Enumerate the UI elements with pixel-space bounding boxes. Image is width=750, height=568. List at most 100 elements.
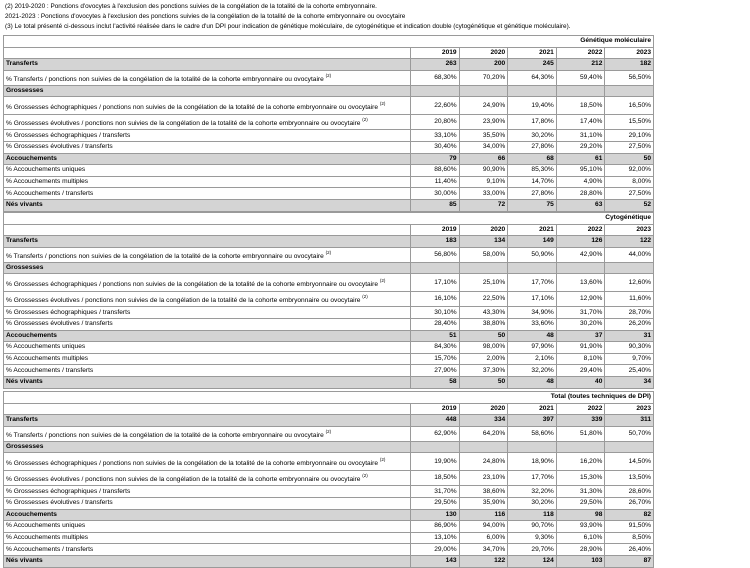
cell-value: 17,40% <box>555 114 606 131</box>
cell-value: 2,00% <box>458 352 509 366</box>
table-row: % Grossesses échographiques / transferts… <box>3 306 654 319</box>
cell-value: 122 <box>604 235 654 248</box>
cell-value: 50 <box>458 329 509 343</box>
row-label: % Grossesses échographiques / ponctions … <box>3 96 411 116</box>
cell-value: 28,60% <box>604 485 654 498</box>
year-header: 2020 <box>458 402 509 416</box>
table-row: % Grossesses échographiques / transferts… <box>3 129 654 142</box>
cell-value: 40 <box>555 375 606 389</box>
cell-value <box>458 84 509 98</box>
table-title: Cytogénétique <box>3 212 654 225</box>
cell-value: 70,20% <box>458 69 509 86</box>
cell-value: 92,00% <box>604 164 654 177</box>
row-label: % Transferts / ponctions non suivies de … <box>3 69 411 86</box>
cell-value: 75 <box>507 198 557 212</box>
cell-value: 31,70% <box>555 306 606 319</box>
table-row: % Grossesses évolutives / ponctions non … <box>3 291 654 308</box>
cell-value: 82 <box>604 508 654 522</box>
cell-value: 19,40% <box>507 96 557 116</box>
results-table: Génétique moléculaire 2019 2020 2021 2022 202… <box>3 35 654 212</box>
cell-value: 91,90% <box>555 341 606 354</box>
cell-value <box>604 84 654 98</box>
cell-value: 17,70% <box>507 273 557 293</box>
section-row: Transferts 183 134 149 126 122 <box>3 235 654 248</box>
footnote-ref: (2) <box>379 277 386 283</box>
year-header-row: 2019 2020 2021 2022 2023 <box>3 402 654 416</box>
cell-value: 13,60% <box>555 273 606 293</box>
cell-value <box>410 261 460 275</box>
year-header: 2019 <box>410 402 460 416</box>
cell-value: 38,60% <box>458 485 509 498</box>
cell-value: 28,80% <box>555 187 606 200</box>
section-row: Grossesses <box>3 84 654 98</box>
row-label: Accouchements <box>3 152 411 166</box>
row-label: % Grossesses évolutives / ponctions non … <box>3 470 411 487</box>
table-row: % Grossesses échographiques / transferts… <box>3 485 654 498</box>
cell-value: 27,80% <box>507 187 557 200</box>
table-title: Génétique moléculaire <box>3 35 654 48</box>
cell-value: 13,10% <box>410 531 460 545</box>
cell-value: 11,60% <box>604 291 654 308</box>
cell-value: 15,50% <box>604 114 654 131</box>
year-header: 2022 <box>555 223 606 237</box>
cell-value: 183 <box>410 235 460 248</box>
cell-value: 16,50% <box>604 96 654 116</box>
cell-value: 93,90% <box>555 520 606 533</box>
footnote-ref: (2) <box>325 249 332 255</box>
cell-value: 126 <box>555 235 606 248</box>
cell-value: 25,40% <box>604 364 654 377</box>
cell-value: 50 <box>604 152 654 166</box>
cell-value: 87 <box>604 554 654 568</box>
cell-value: 32,20% <box>507 364 557 377</box>
cell-value: 30,10% <box>410 306 460 319</box>
cell-value: 18,50% <box>555 96 606 116</box>
footnote-ref: (2) <box>362 473 368 479</box>
cell-value: 56,50% <box>604 69 654 86</box>
cell-value: 51,80% <box>555 425 606 442</box>
cell-value: 245 <box>507 58 557 71</box>
cell-value: 25,10% <box>458 273 509 293</box>
row-label: % Grossesses échographiques / ponctions … <box>3 452 411 472</box>
row-label: % Accouchements / transferts <box>3 187 411 200</box>
cell-value <box>604 261 654 275</box>
header-blank <box>3 402 411 416</box>
footnote-3: (3) Le total présenté ci-dessous inclut … <box>5 23 571 30</box>
cell-value: 29,70% <box>507 543 557 556</box>
cell-value: 68 <box>507 152 557 166</box>
table-row: % Accouchements / transferts 30,00% 33,00%… <box>3 187 654 200</box>
footnote-2-2021-2023: 2021-2023 : Ponctions d'ovocytes à l'exc… <box>5 13 406 20</box>
row-label: % Grossesses évolutives / ponctions non … <box>3 291 411 308</box>
cell-value: 27,80% <box>507 140 557 154</box>
cell-value: 29,00% <box>410 543 460 556</box>
year-header: 2023 <box>604 402 654 416</box>
cell-value: 448 <box>410 414 460 427</box>
cell-value: 18,50% <box>410 470 460 487</box>
row-label: % Grossesses évolutives / transferts <box>3 317 411 331</box>
table-title-row: Cytogénétique <box>3 212 654 225</box>
section-row: Nés vivants 58 50 48 40 34 <box>3 375 654 389</box>
cell-value <box>458 440 509 454</box>
row-label: Transferts <box>3 414 411 427</box>
table-row: % Grossesses échographiques / ponctions … <box>3 273 654 293</box>
cell-value: 149 <box>507 235 557 248</box>
footnotes: (2) 2019-2020 : Ponctions d'ovocytes à l… <box>5 2 571 32</box>
table-title-row: Génétique moléculaire <box>3 35 654 48</box>
cell-value: 90,70% <box>507 520 557 533</box>
cell-value: 38,80% <box>458 317 509 331</box>
footnote-ref: (2) <box>362 117 368 123</box>
header-blank <box>3 223 411 237</box>
cell-value <box>555 440 606 454</box>
cell-value: 16,20% <box>555 452 606 472</box>
row-label: % Grossesses échographiques / transferts <box>3 306 411 319</box>
cell-value: 24,90% <box>458 96 509 116</box>
cell-value: 35,50% <box>458 129 509 142</box>
section-row: Nés vivants 85 72 75 63 52 <box>3 198 654 212</box>
row-label: % Accouchements multiples <box>3 352 411 366</box>
cell-value: 15,70% <box>410 352 460 366</box>
row-label: % Accouchements uniques <box>3 341 411 354</box>
row-label: Nés vivants <box>3 554 411 568</box>
cell-value: 19,90% <box>410 452 460 472</box>
row-label: % Grossesses échographiques / transferts <box>3 129 411 142</box>
cell-value: 50,90% <box>507 246 557 263</box>
cell-value: 143 <box>410 554 460 568</box>
